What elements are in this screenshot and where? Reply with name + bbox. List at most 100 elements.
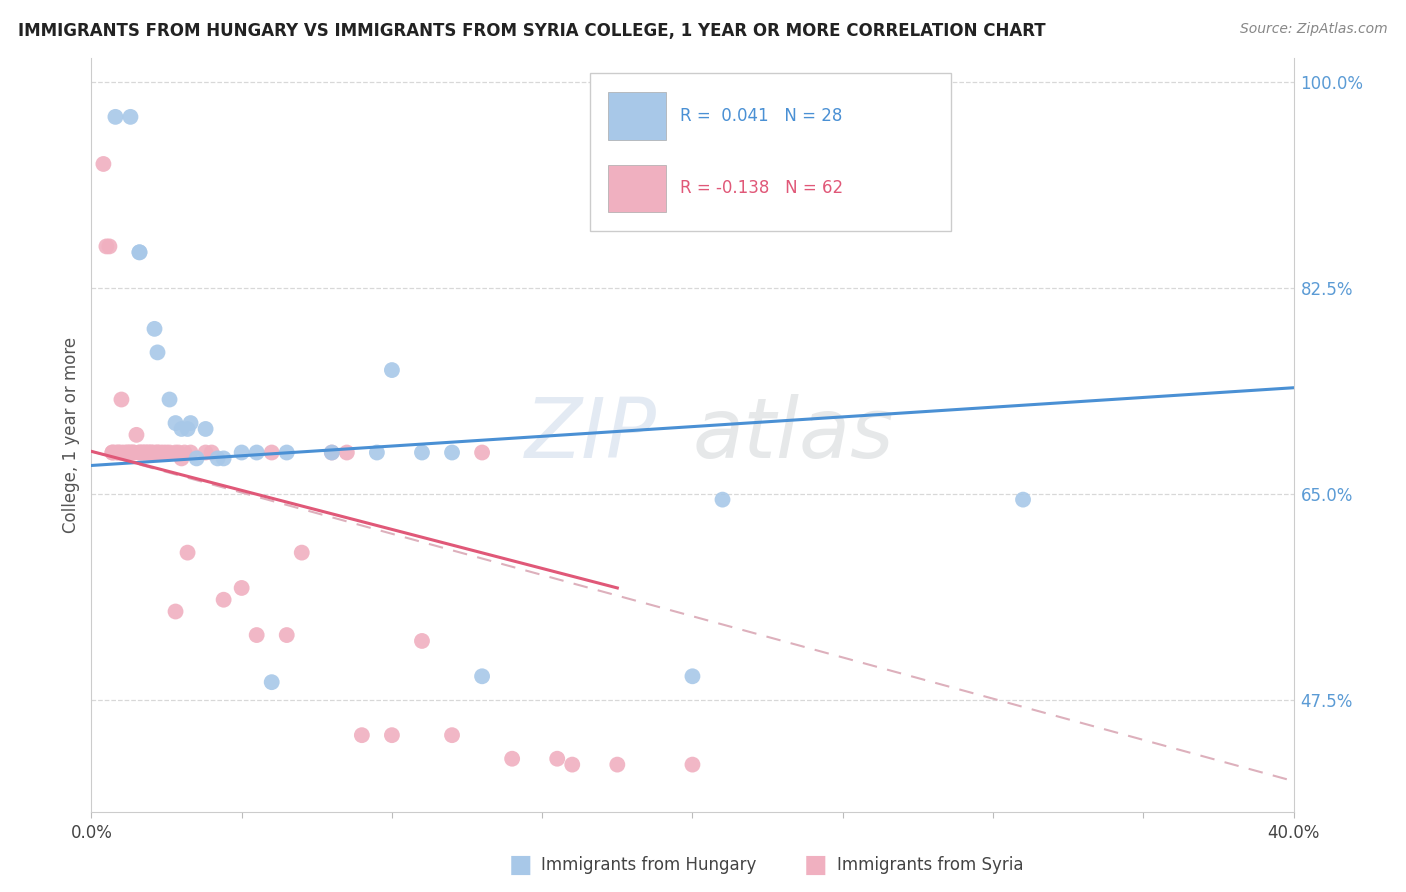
Text: ZIP: ZIP	[524, 394, 657, 475]
Point	[122, 445, 145, 459]
Point	[128, 445, 150, 459]
Point	[1012, 492, 1035, 507]
Point	[131, 445, 153, 459]
Point	[155, 445, 177, 459]
Point	[138, 445, 160, 459]
Text: Immigrants from Syria: Immigrants from Syria	[837, 856, 1024, 874]
Point	[546, 752, 568, 766]
Point	[180, 445, 202, 459]
Bar	[609, 92, 666, 139]
Point	[152, 445, 174, 459]
Point	[165, 605, 187, 619]
Point	[141, 445, 163, 459]
Point	[104, 110, 127, 124]
Point	[321, 445, 343, 459]
Point	[350, 728, 373, 742]
Point	[143, 445, 166, 459]
Point	[101, 445, 124, 459]
Point	[110, 445, 132, 459]
Text: R =  0.041   N = 28: R = 0.041 N = 28	[681, 107, 842, 125]
Point	[93, 157, 115, 171]
Point	[440, 728, 463, 742]
Point	[143, 322, 166, 336]
Point	[104, 445, 127, 459]
Point	[107, 445, 129, 459]
Point	[231, 445, 253, 459]
Point	[128, 445, 150, 459]
Point	[711, 492, 734, 507]
Point	[606, 757, 628, 772]
Point	[101, 445, 124, 459]
Point	[128, 245, 150, 260]
Point	[201, 445, 224, 459]
Point	[122, 445, 145, 459]
Point	[246, 445, 269, 459]
Point	[96, 239, 118, 253]
FancyBboxPatch shape	[591, 73, 950, 231]
Text: Source: ZipAtlas.com: Source: ZipAtlas.com	[1240, 22, 1388, 37]
Point	[276, 628, 298, 642]
Point	[117, 445, 139, 459]
Point	[134, 445, 156, 459]
Point	[336, 445, 359, 459]
Point	[149, 445, 172, 459]
Point	[107, 445, 129, 459]
Point	[117, 445, 139, 459]
Point	[471, 669, 494, 683]
Point	[291, 546, 314, 560]
Point	[501, 752, 523, 766]
Point	[212, 451, 235, 466]
Point	[381, 728, 404, 742]
Text: atlas: atlas	[692, 394, 894, 475]
Text: Immigrants from Hungary: Immigrants from Hungary	[541, 856, 756, 874]
Point	[194, 422, 217, 436]
Point	[681, 757, 703, 772]
Point	[146, 445, 169, 459]
Point	[120, 445, 142, 459]
Point	[212, 592, 235, 607]
Point	[114, 445, 136, 459]
Point	[159, 392, 181, 407]
Point	[176, 422, 198, 436]
Point	[260, 445, 283, 459]
Text: IMMIGRANTS FROM HUNGARY VS IMMIGRANTS FROM SYRIA COLLEGE, 1 YEAR OR MORE CORRELA: IMMIGRANTS FROM HUNGARY VS IMMIGRANTS FR…	[18, 22, 1046, 40]
Point	[125, 428, 148, 442]
Point	[186, 451, 208, 466]
Point	[131, 445, 153, 459]
Bar	[609, 165, 666, 212]
Point	[381, 363, 404, 377]
Text: ■: ■	[804, 854, 827, 877]
Y-axis label: College, 1 year or more: College, 1 year or more	[62, 337, 80, 533]
Point	[681, 669, 703, 683]
Point	[561, 757, 583, 772]
Point	[167, 445, 190, 459]
Point	[194, 445, 217, 459]
Text: ■: ■	[509, 854, 531, 877]
Point	[110, 392, 132, 407]
Point	[98, 239, 121, 253]
Point	[260, 675, 283, 690]
Point	[180, 416, 202, 430]
Point	[120, 110, 142, 124]
Point	[141, 445, 163, 459]
Point	[134, 445, 156, 459]
Point	[170, 451, 193, 466]
Point	[246, 628, 269, 642]
Point	[165, 445, 187, 459]
Point	[173, 445, 195, 459]
Text: R = -0.138   N = 62: R = -0.138 N = 62	[681, 178, 844, 197]
Point	[321, 445, 343, 459]
Point	[120, 445, 142, 459]
Point	[138, 445, 160, 459]
Point	[411, 634, 433, 648]
Point	[146, 345, 169, 359]
Point	[146, 445, 169, 459]
Point	[471, 445, 494, 459]
Point	[440, 445, 463, 459]
Point	[128, 245, 150, 260]
Point	[276, 445, 298, 459]
Point	[170, 422, 193, 436]
Point	[231, 581, 253, 595]
Point	[207, 451, 229, 466]
Point	[366, 445, 388, 459]
